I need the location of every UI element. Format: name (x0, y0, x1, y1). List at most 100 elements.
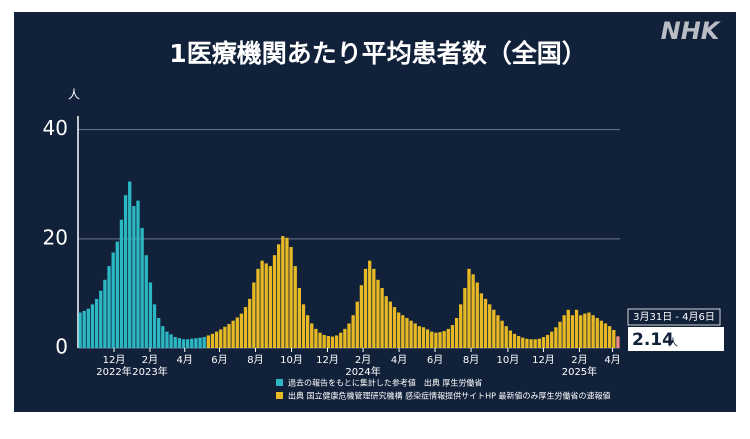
x-tick-label: 6月 (211, 354, 227, 366)
bar (372, 268, 376, 348)
bar (471, 274, 475, 348)
bar (223, 326, 227, 348)
bar (434, 332, 438, 348)
bar (177, 338, 182, 348)
bar (210, 333, 215, 348)
bar (459, 304, 463, 348)
bar (94, 298, 99, 348)
x-tick-label: 12月 (532, 354, 555, 366)
bar (227, 323, 231, 348)
bar (388, 301, 393, 348)
callout-period: 3月31日 - 4月6日 (633, 311, 715, 323)
bar (115, 241, 119, 348)
bar (334, 335, 339, 348)
bar (128, 181, 132, 348)
bar (516, 335, 521, 348)
bar (616, 336, 620, 348)
bar (595, 317, 599, 348)
bar (492, 309, 496, 348)
bar (599, 320, 604, 348)
bar (508, 330, 513, 348)
bar (430, 331, 434, 348)
bar (260, 260, 264, 348)
bar (181, 339, 186, 348)
bar (239, 313, 244, 348)
bar (608, 326, 612, 348)
bar (417, 326, 421, 348)
bar (363, 268, 368, 348)
bar (206, 335, 210, 348)
bar (277, 244, 281, 348)
bar (318, 332, 322, 348)
bar (219, 329, 223, 348)
year-label: 2023年 (132, 365, 167, 378)
bar (454, 317, 459, 348)
bar (297, 287, 302, 348)
bar (554, 327, 558, 348)
bar (380, 287, 384, 348)
legend-swatch (276, 379, 283, 386)
bar (504, 326, 508, 348)
y-unit: 人 (68, 88, 80, 102)
bar (545, 334, 550, 348)
bar (119, 219, 124, 348)
bar (90, 304, 95, 348)
bar (355, 301, 359, 348)
bar (165, 331, 169, 348)
legend-label: 過去の報告をもとに集計した参考値 出典 厚生労働省 (288, 378, 482, 388)
x-tick-label: 2月 (571, 354, 587, 366)
bar (343, 328, 347, 348)
bar (603, 323, 608, 348)
bar (529, 339, 533, 348)
bar (421, 327, 426, 348)
bar (442, 331, 446, 348)
bar (185, 339, 190, 348)
x-tick-label: 8月 (247, 354, 263, 366)
bar (533, 339, 537, 348)
bar (231, 320, 235, 348)
bar (591, 315, 595, 348)
y-tick-label: 40 (43, 116, 68, 140)
bar (359, 285, 364, 348)
bar (450, 325, 455, 348)
bar (161, 326, 165, 348)
bar (330, 336, 335, 348)
bar (488, 304, 492, 348)
bar (82, 310, 86, 348)
bar (132, 206, 136, 348)
x-tick-label: 8月 (463, 354, 479, 366)
y-tick-label: 20 (43, 225, 68, 249)
bar (405, 317, 409, 348)
bar (136, 200, 140, 348)
bar (401, 315, 405, 348)
bar (512, 333, 517, 348)
bar (169, 334, 173, 348)
bar (314, 328, 318, 348)
bar (351, 315, 355, 348)
bar (496, 315, 500, 348)
bar (256, 268, 260, 348)
bar (190, 338, 194, 348)
bar (310, 323, 314, 348)
year-label: 2025年 (562, 365, 597, 378)
bar (107, 266, 111, 348)
year-label: 2024年 (345, 365, 380, 378)
bar (289, 247, 293, 348)
bar (587, 312, 591, 348)
callout-box (628, 327, 724, 351)
bar (322, 334, 326, 348)
bar (467, 268, 471, 348)
bar (562, 315, 566, 348)
bar (202, 337, 206, 348)
bar (305, 315, 310, 348)
bar (99, 290, 103, 348)
chart-title: 1医療機関あたり平均患者数（全国） (169, 39, 586, 68)
x-tick-label: 10月 (280, 354, 303, 366)
x-tick-label: 4月 (391, 354, 407, 366)
bar (376, 279, 380, 348)
bar (446, 328, 450, 348)
bar (558, 321, 562, 348)
x-tick-label: 12月 (316, 354, 339, 366)
bar (157, 317, 161, 348)
